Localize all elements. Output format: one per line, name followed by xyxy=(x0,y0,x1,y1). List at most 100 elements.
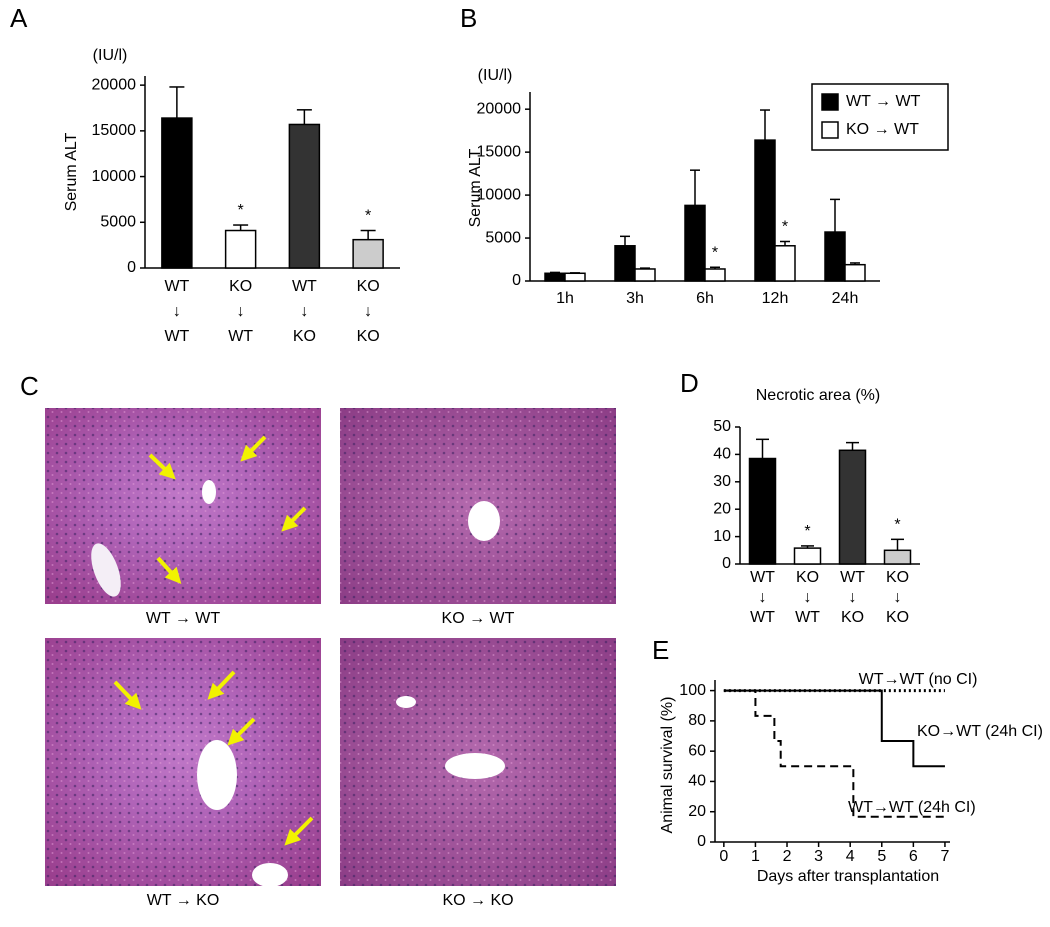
y-tick-label: 5000 xyxy=(485,229,521,246)
legend-swatch xyxy=(821,121,839,139)
y-tick-label: 10 xyxy=(713,528,731,545)
image-texture xyxy=(45,408,321,604)
x-tick-label: 1h xyxy=(556,290,574,307)
significance-mark: * xyxy=(782,219,788,236)
y-tick-label: 20 xyxy=(713,500,731,517)
x-tick-label: KO xyxy=(796,569,819,586)
vessel xyxy=(445,753,505,779)
x-tick-label: 1 xyxy=(751,848,760,865)
x-tick-label: WT xyxy=(228,328,253,345)
bar xyxy=(748,457,777,565)
panel-letter: D xyxy=(680,368,699,398)
x-tick-label: WT xyxy=(750,569,775,586)
panel-letter: E xyxy=(652,635,669,665)
y-tick-label: 20 xyxy=(688,803,706,820)
bar xyxy=(704,268,726,282)
vessel xyxy=(396,696,416,708)
bar xyxy=(161,117,193,269)
survival-line xyxy=(723,689,945,818)
image-caption: KO → KO xyxy=(442,892,513,909)
significance-mark: * xyxy=(238,202,244,219)
y-tick-label: 20000 xyxy=(477,100,522,117)
image-caption: WT → WT xyxy=(146,610,221,627)
x-tick-label: ↓ xyxy=(173,303,181,320)
bar xyxy=(544,272,566,282)
x-tick-label: 0 xyxy=(719,848,728,865)
image-caption: WT → KO xyxy=(147,892,220,909)
y-axis-label: Serum ALT xyxy=(467,148,484,227)
panel-letter: A xyxy=(10,3,28,33)
vessel xyxy=(197,740,237,810)
x-tick-label: WT xyxy=(750,609,775,626)
x-tick-label: KO xyxy=(886,609,909,626)
bar xyxy=(288,123,321,269)
x-tick-label: 4 xyxy=(846,848,855,865)
bar xyxy=(793,547,822,565)
x-tick-label: ↓ xyxy=(759,589,767,606)
bar xyxy=(844,263,866,282)
x-tick-label: 6 xyxy=(909,848,918,865)
arrow xyxy=(207,670,236,700)
significance-mark: * xyxy=(365,208,371,225)
y-axis-label: Serum ALT xyxy=(63,132,80,211)
x-tick-label: KO xyxy=(886,569,909,586)
significance-mark: * xyxy=(894,517,900,534)
arrow xyxy=(240,435,267,462)
y-tick-label: 40 xyxy=(713,446,731,463)
y-tick-label: 0 xyxy=(697,833,706,850)
y-tick-label: 100 xyxy=(679,682,706,699)
bar xyxy=(684,204,706,282)
y-tick-label: 30 xyxy=(713,473,731,490)
x-tick-label: WT xyxy=(840,569,865,586)
y-unit: (IU/l) xyxy=(93,47,128,64)
vessel xyxy=(91,543,121,597)
y-tick-label: 20000 xyxy=(92,76,137,93)
series-label: WT→WT (no CI) xyxy=(859,671,978,688)
x-tick-label: WT xyxy=(164,278,189,295)
y-axis-label: Animal survival (%) xyxy=(659,697,676,834)
arrow xyxy=(281,506,307,532)
x-tick-label: 7 xyxy=(940,848,949,865)
y-tick-label: 15000 xyxy=(92,122,137,139)
bar xyxy=(774,245,796,282)
x-tick-label: KO xyxy=(357,278,380,295)
x-tick-label: 3h xyxy=(626,290,644,307)
y-tick-label: 5000 xyxy=(100,214,136,231)
y-tick-label: 10000 xyxy=(477,186,522,203)
vessel xyxy=(468,501,500,541)
x-tick-label: 6h xyxy=(696,290,714,307)
bar xyxy=(883,549,912,565)
y-tick-label: 80 xyxy=(688,712,706,729)
x-tick-label: KO xyxy=(357,328,380,345)
panel-letter: C xyxy=(20,371,39,401)
bar xyxy=(824,231,846,282)
vessel xyxy=(252,863,288,887)
image-texture xyxy=(45,638,321,886)
x-tick-label: 2 xyxy=(783,848,792,865)
y-tick-label: 0 xyxy=(722,555,731,572)
x-tick-label: ↓ xyxy=(804,589,812,606)
x-tick-label: 3 xyxy=(814,848,823,865)
x-tick-label: WT xyxy=(795,609,820,626)
significance-mark: * xyxy=(712,244,718,261)
x-tick-label: WT xyxy=(164,328,189,345)
chart-title: Necrotic area (%) xyxy=(756,387,880,404)
y-tick-label: 10000 xyxy=(92,168,137,185)
legend-label: KO → WT xyxy=(846,121,919,138)
x-tick-label: ↓ xyxy=(300,303,308,320)
x-tick-label: KO xyxy=(229,278,252,295)
legend-swatch xyxy=(821,93,839,111)
image-caption: KO → WT xyxy=(442,610,515,627)
significance-mark: * xyxy=(804,523,810,540)
arrow xyxy=(148,453,176,480)
y-unit: (IU/l) xyxy=(478,67,513,84)
vessel xyxy=(202,480,216,504)
x-tick-label: ↓ xyxy=(849,589,857,606)
arrow xyxy=(113,680,142,710)
legend-label: WT → WT xyxy=(846,93,921,110)
bar xyxy=(634,268,656,282)
survival-line xyxy=(723,689,945,768)
series-label: WT→WT (24h CI) xyxy=(848,799,976,816)
